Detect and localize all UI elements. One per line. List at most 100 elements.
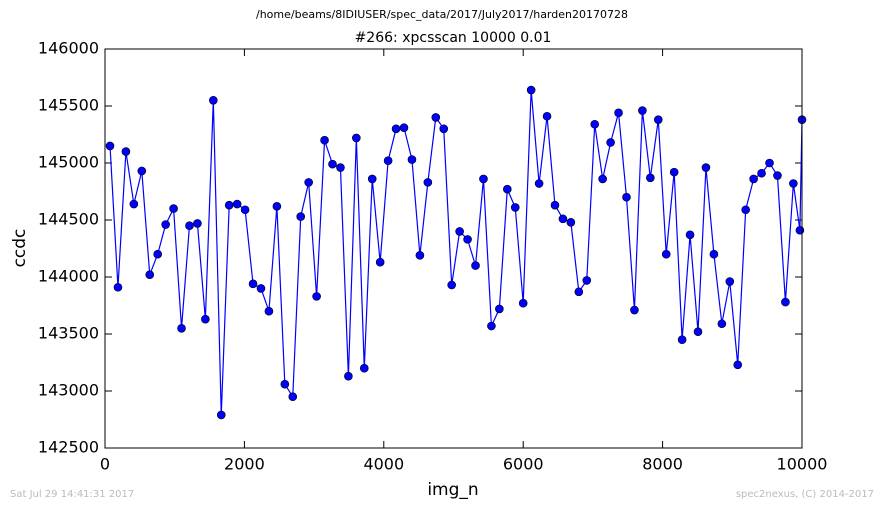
x-tick-label: 8000 <box>642 455 683 474</box>
data-point <box>765 158 774 168</box>
y-tick-label: 145500 <box>38 96 99 115</box>
data-point <box>781 297 790 307</box>
data-point <box>526 85 536 95</box>
data-point <box>391 124 401 134</box>
data-point <box>240 205 250 215</box>
data-point <box>367 174 377 184</box>
data-point <box>725 277 735 286</box>
data-point <box>304 178 313 187</box>
data-point <box>630 305 639 315</box>
data-point <box>415 251 425 260</box>
data-point <box>288 392 298 402</box>
data-point <box>216 410 226 420</box>
data-point <box>113 282 123 292</box>
data-point <box>669 167 679 177</box>
data-point <box>296 212 306 221</box>
data-point <box>423 178 433 187</box>
x-tick-label: 2000 <box>224 455 265 474</box>
data-point <box>789 179 798 188</box>
data-point <box>773 171 782 180</box>
data-point <box>272 202 282 211</box>
data-point <box>733 360 743 370</box>
data-point <box>614 108 623 118</box>
data-point <box>209 96 218 105</box>
data-point <box>590 119 600 129</box>
data-point <box>622 192 631 202</box>
data-point <box>701 163 711 172</box>
x-axis-label: img_n <box>427 480 478 500</box>
data-point <box>232 199 242 209</box>
data-point <box>447 280 456 290</box>
data-point <box>264 306 274 316</box>
data-point <box>757 168 766 178</box>
footer-left: Sat Jul 29 14:41:31 2017 <box>10 489 134 500</box>
y-tick-label: 142500 <box>38 438 99 457</box>
data-point <box>399 123 409 132</box>
data-point <box>510 203 520 212</box>
data-point <box>709 249 719 259</box>
data-point <box>177 323 186 333</box>
data-point <box>344 371 353 381</box>
data-point <box>383 156 393 166</box>
data-point <box>431 113 441 122</box>
data-point <box>105 141 115 151</box>
data-point <box>352 133 361 143</box>
chart-title: /home/beams/8IDIUSER/spec_data/2017/July… <box>256 8 628 21</box>
data-point <box>646 173 655 183</box>
data-point <box>161 220 170 229</box>
data-point <box>121 147 131 156</box>
data-point <box>455 227 464 236</box>
data-point <box>606 138 615 147</box>
data-point <box>359 363 369 373</box>
data-point <box>375 257 385 267</box>
data-point <box>795 225 805 235</box>
data-point <box>558 214 568 224</box>
data-point <box>479 174 488 184</box>
data-point <box>336 163 345 172</box>
data-point <box>653 115 663 124</box>
data-point <box>320 135 329 145</box>
y-tick-label: 145000 <box>38 153 99 172</box>
data-point <box>717 319 727 329</box>
x-tick-label: 6000 <box>503 455 544 474</box>
data-point <box>439 124 449 134</box>
data-point <box>574 287 584 297</box>
data-point <box>137 166 147 176</box>
y-tick-label: 146000 <box>38 39 99 58</box>
data-point <box>256 284 266 293</box>
data-point <box>542 111 552 121</box>
data-point <box>685 230 695 240</box>
data-point <box>193 219 202 228</box>
data-point <box>248 279 258 289</box>
data-point <box>487 321 496 331</box>
data-point <box>145 270 155 280</box>
data-point <box>566 217 576 227</box>
data-point <box>534 179 544 188</box>
data-point <box>598 174 607 184</box>
data-point <box>661 249 671 259</box>
data-point <box>638 106 647 115</box>
y-tick-label: 144500 <box>38 210 99 229</box>
data-point <box>407 155 417 164</box>
data-point <box>224 200 234 210</box>
data-point <box>185 221 194 230</box>
data-point <box>495 304 504 314</box>
data-point <box>582 276 592 285</box>
y-tick-label: 144000 <box>38 267 99 286</box>
data-point <box>153 249 162 259</box>
data-point <box>693 327 703 337</box>
data-point <box>280 379 290 389</box>
x-tick-label: 0 <box>100 455 110 474</box>
data-point <box>169 204 178 213</box>
x-tick-label: 10000 <box>777 455 828 474</box>
data-point <box>312 292 321 301</box>
data-point <box>503 184 512 194</box>
y-tick-label: 143500 <box>38 324 99 343</box>
chart-subtitle: #266: xpcsscan 10000 0.01 <box>355 30 552 46</box>
data-point <box>201 314 210 324</box>
x-tick-label: 4000 <box>363 455 404 474</box>
data-point <box>677 335 687 345</box>
data-point <box>741 205 750 215</box>
